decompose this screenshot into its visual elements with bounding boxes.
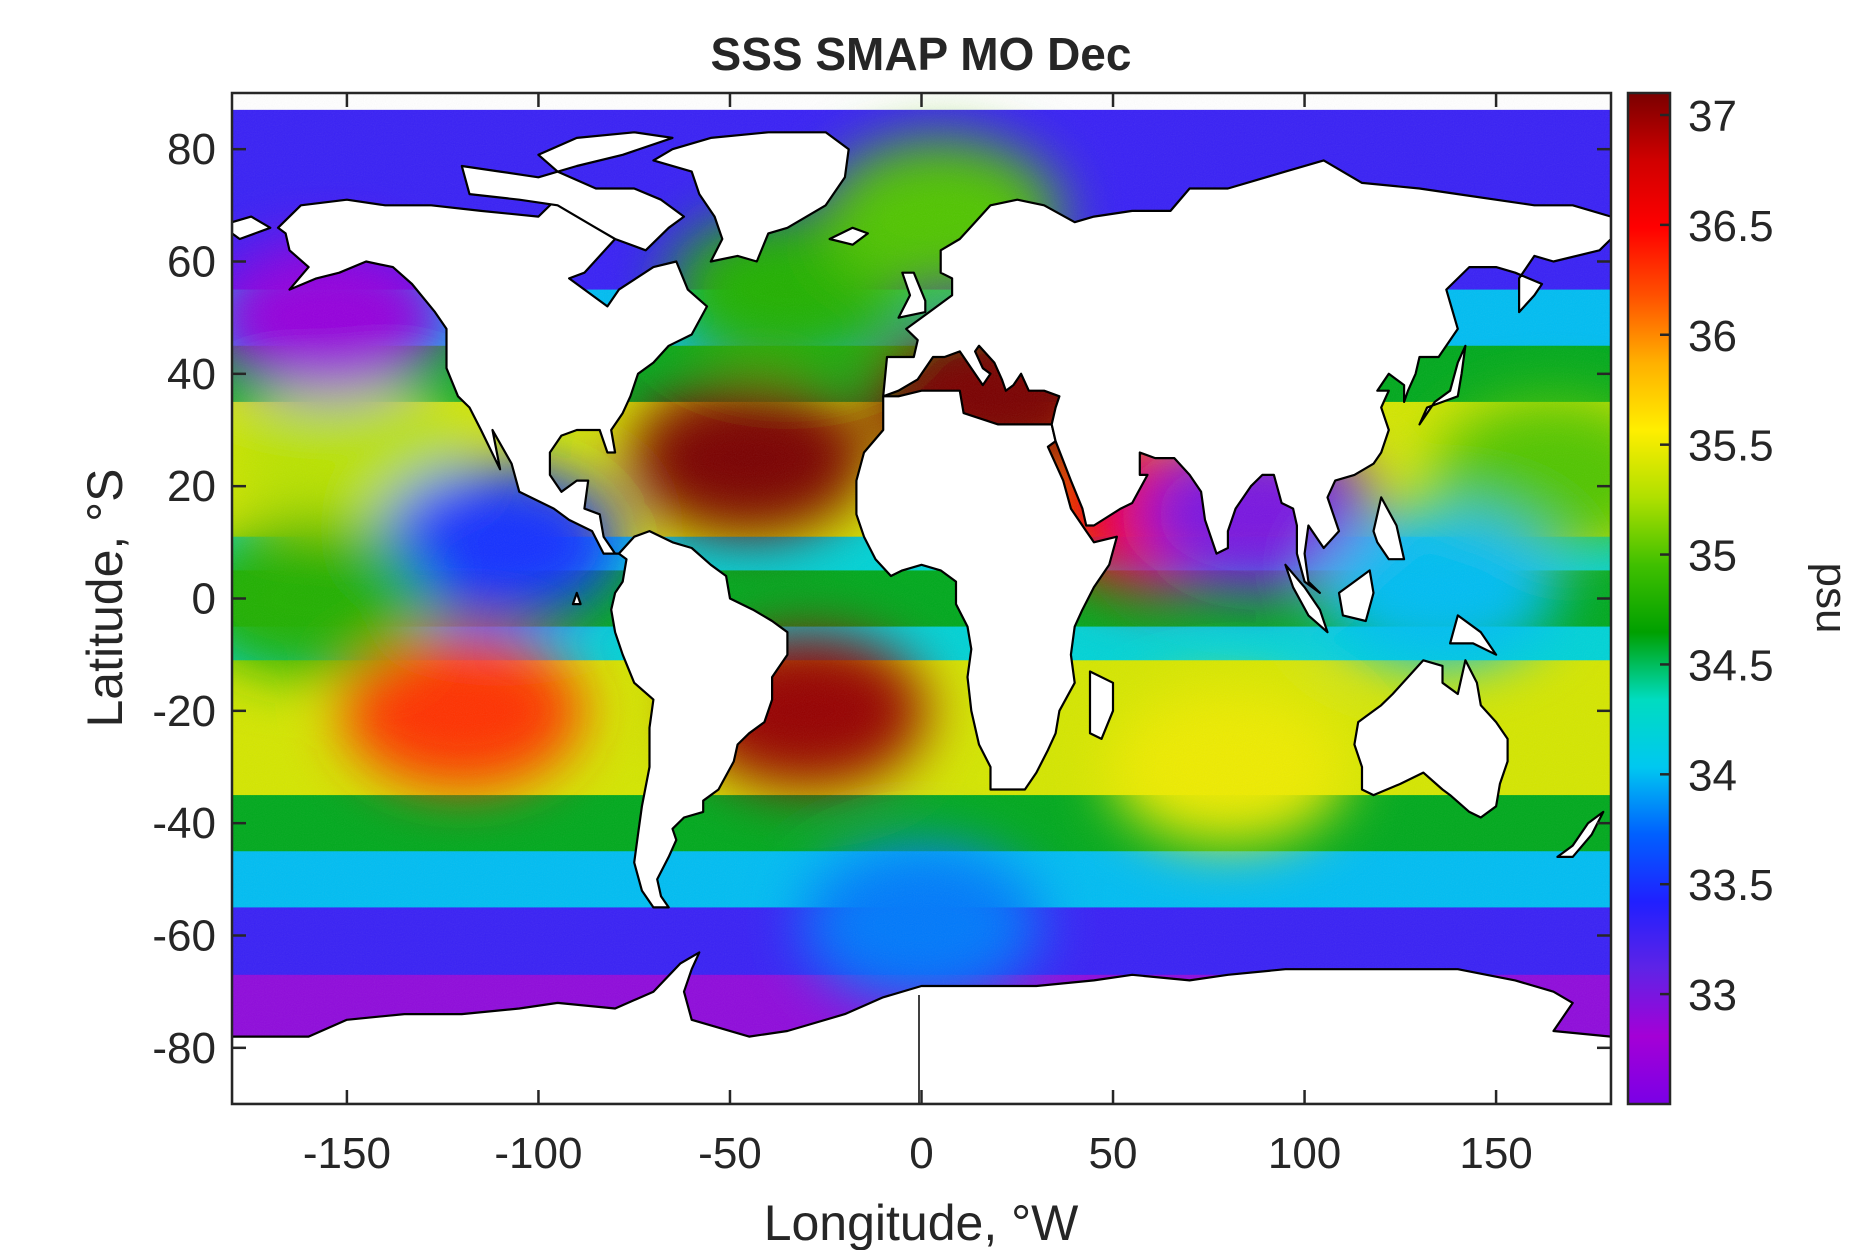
x-tick-label: -50	[698, 1129, 762, 1178]
x-axis-label: Longitude, °W	[764, 1195, 1079, 1250]
colorbar-tick-label: 34.5	[1688, 641, 1774, 690]
y-tick-label: 80	[167, 125, 216, 174]
x-tick-label: -150	[303, 1129, 391, 1178]
land-polygon	[1284, 563, 1329, 634]
y-tick-label: 60	[167, 238, 216, 287]
land-polygon	[460, 131, 686, 252]
colorbar-tick-label: 35.5	[1688, 422, 1774, 471]
x-tick-label: 150	[1459, 1129, 1532, 1178]
land-polygon	[610, 530, 789, 909]
land-polygon	[1449, 614, 1498, 656]
colorbar-label: psu	[1807, 563, 1856, 634]
colorbar-tick-label: 33.5	[1688, 861, 1774, 910]
y-tick-label: 20	[167, 462, 216, 511]
colorbar	[1628, 93, 1670, 1104]
y-axis-label: Latitude, °S	[77, 468, 133, 727]
y-tick-label: -80	[152, 1024, 216, 1073]
y-tick-label: -20	[152, 687, 216, 736]
x-tick-label: 0	[909, 1129, 933, 1178]
y-tick-label: -40	[152, 799, 216, 848]
map-plot-area	[232, 93, 1611, 1104]
colorbar-tick-label: 35	[1688, 532, 1737, 581]
colorbar-tick-label: 36.5	[1688, 202, 1774, 251]
y-tick-label: -60	[152, 912, 216, 961]
land-polygon	[571, 591, 582, 606]
x-axis-ticks: -150 -100 -50 0 50 100 150	[303, 93, 1533, 1178]
colorbar-tick-label: 37	[1688, 92, 1737, 141]
land-polygon	[897, 271, 927, 319]
colorbar-ticks: 37 36.5 36 35.5 35 34.5 34 33.5 33	[1660, 92, 1774, 1020]
y-axis-ticks: 80 60 40 20 0 -20 -40 -60 -80	[152, 125, 1611, 1073]
land-polygon	[232, 215, 272, 241]
land-masses	[232, 131, 1611, 1104]
colorbar-tick-label: 34	[1688, 751, 1737, 800]
colorbar-tick-label: 36	[1688, 312, 1737, 361]
land-polygon	[1088, 670, 1115, 740]
land-polygon	[652, 131, 850, 263]
land-polygon	[1556, 810, 1605, 858]
land-polygon	[882, 159, 1611, 594]
x-tick-label: -100	[494, 1129, 582, 1178]
y-tick-label: 40	[167, 350, 216, 399]
land-polygon	[1418, 344, 1467, 426]
colorbar-frame	[1626, 91, 1672, 1106]
land-polygon	[1337, 569, 1375, 623]
x-tick-label: 50	[1089, 1129, 1138, 1178]
x-tick-label: 100	[1268, 1129, 1341, 1178]
map-title: SSS SMAP MO Dec	[711, 28, 1132, 80]
y-tick-label: 0	[192, 575, 216, 624]
land-polygon	[1353, 659, 1509, 819]
land-polygon	[276, 193, 709, 555]
land-polygon	[1372, 496, 1406, 561]
colorbar-tick-label: 33	[1688, 971, 1737, 1020]
land-polygon	[232, 951, 1611, 1104]
land-polygon	[828, 226, 869, 246]
